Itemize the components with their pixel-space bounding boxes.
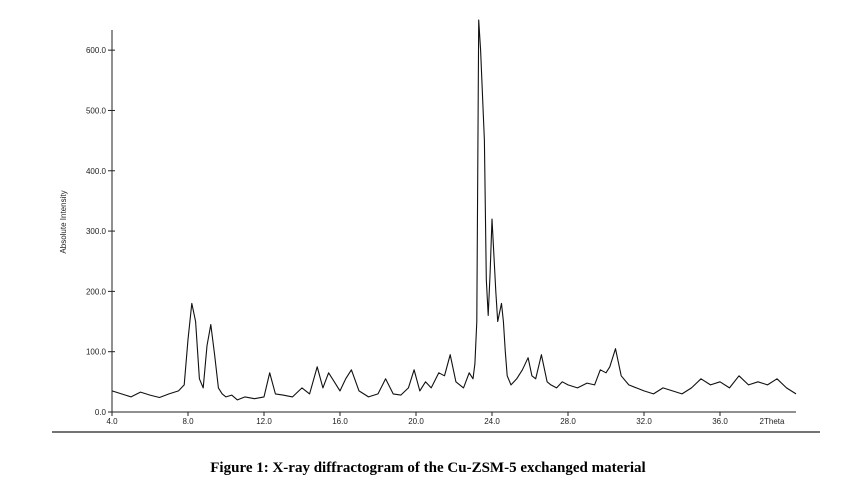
y-tick-label: 0.0	[95, 408, 107, 417]
y-tick-label: 600.0	[86, 46, 107, 55]
x-tick-label: 24.0	[484, 417, 500, 426]
y-tick-label: 100.0	[86, 348, 107, 357]
x-tick-label: 12.0	[256, 417, 272, 426]
x-tick-label: 36.0	[712, 417, 728, 426]
y-tick-label: 400.0	[86, 167, 107, 176]
x-tick-label: 28.0	[560, 417, 576, 426]
x-axis-title: 2Theta	[760, 417, 785, 426]
y-axis-title: Absolute Intensity	[59, 190, 68, 253]
xrd-chart: 0.0 100.0 200.0 300.0 400.0 500.0 600.0 4.0 8.0…	[52, 19, 820, 433]
y-axis-ticks: 0.0 100.0 200.0 300.0 400.0 500.0 600.0	[86, 46, 115, 417]
x-tick-label: 16.0	[332, 417, 348, 426]
diffractogram-line	[111, 19, 797, 401]
x-tick-label: 8.0	[182, 417, 194, 426]
y-tick-label: 300.0	[86, 227, 107, 236]
figure-caption: Figure 1: X-ray diffractogram of the Cu-…	[210, 460, 646, 476]
x-axis-ticks: 4.0 8.0 12.0 16.0 20.0 24.0 28.0 32.0 36.0	[106, 412, 728, 426]
y-tick-label: 500.0	[86, 106, 107, 115]
y-tick-label: 200.0	[86, 287, 107, 296]
x-tick-label: 32.0	[636, 417, 652, 426]
x-tick-label: 20.0	[408, 417, 424, 426]
x-tick-label: 4.0	[106, 417, 118, 426]
